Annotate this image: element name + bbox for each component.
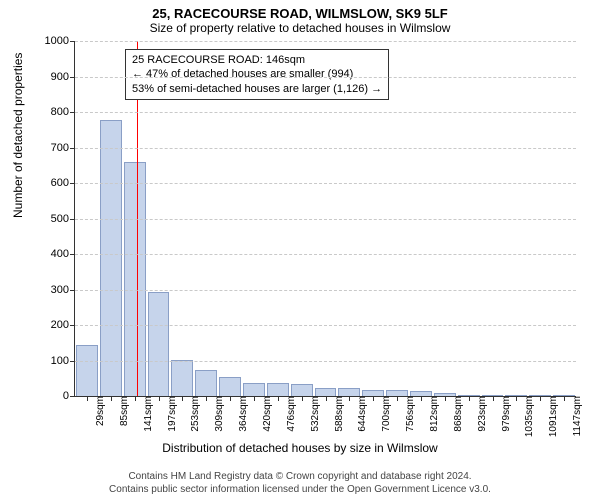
footer-line: Contains public sector information licen… <box>8 484 592 497</box>
bar <box>148 292 170 396</box>
x-tick-mark <box>206 396 207 401</box>
x-tick-mark <box>445 396 446 401</box>
annotation-line: ← 47% of detached houses are smaller (99… <box>132 67 382 81</box>
gridline <box>75 325 576 326</box>
bar <box>195 370 217 396</box>
y-tick-mark <box>70 361 75 362</box>
y-tick-mark <box>70 396 75 397</box>
x-tick-label: 1091sqm <box>540 396 559 437</box>
x-tick-label: 644sqm <box>349 396 368 432</box>
x-tick-mark <box>540 396 541 401</box>
x-tick-label: 812sqm <box>421 396 440 432</box>
x-tick-mark <box>516 396 517 401</box>
x-tick-label: 29sqm <box>87 396 106 426</box>
bar <box>267 383 289 396</box>
x-tick-mark <box>159 396 160 401</box>
gridline <box>75 77 576 78</box>
x-tick-label: 476sqm <box>278 396 297 432</box>
bar <box>100 120 122 396</box>
annotation-box: 25 RACECOURSE ROAD: 146sqm ← 47% of deta… <box>125 49 389 100</box>
x-tick-label: 420sqm <box>254 396 273 432</box>
gridline <box>75 254 576 255</box>
footer: Contains HM Land Registry data © Crown c… <box>8 471 592 496</box>
x-tick-label: 756sqm <box>397 396 416 432</box>
x-tick-mark <box>326 396 327 401</box>
y-tick-mark <box>70 325 75 326</box>
chart-area: Number of detached properties 25 RACECOU… <box>18 37 582 469</box>
x-tick-label: 309sqm <box>206 396 225 432</box>
y-tick-mark <box>70 112 75 113</box>
y-tick-mark <box>70 77 75 78</box>
x-tick-label: 588sqm <box>326 396 345 432</box>
x-tick-mark <box>493 396 494 401</box>
gridline <box>75 112 576 113</box>
annotation-line: 25 RACECOURSE ROAD: 146sqm <box>132 53 382 67</box>
x-tick-mark <box>87 396 88 401</box>
gridline <box>75 219 576 220</box>
x-tick-mark <box>278 396 279 401</box>
x-tick-mark <box>182 396 183 401</box>
x-tick-mark <box>349 396 350 401</box>
bar <box>243 383 265 396</box>
gridline <box>75 290 576 291</box>
y-tick-mark <box>70 290 75 291</box>
y-tick-mark <box>70 219 75 220</box>
bar <box>338 388 360 396</box>
x-tick-mark <box>564 396 565 401</box>
bar <box>76 345 98 396</box>
x-tick-label: 1147sqm <box>564 396 583 436</box>
gridline <box>75 361 576 362</box>
x-tick-label: 700sqm <box>373 396 392 432</box>
y-tick-mark <box>70 254 75 255</box>
x-axis-label: Distribution of detached houses by size … <box>18 441 582 455</box>
gridline <box>75 183 576 184</box>
x-tick-mark <box>111 396 112 401</box>
x-tick-mark <box>230 396 231 401</box>
gridline <box>75 41 576 42</box>
y-tick-mark <box>70 148 75 149</box>
chart-title-sub: Size of property relative to detached ho… <box>8 21 592 35</box>
x-tick-mark <box>302 396 303 401</box>
x-tick-mark <box>373 396 374 401</box>
chart-title-main: 25, RACECOURSE ROAD, WILMSLOW, SK9 5LF <box>8 6 592 21</box>
x-tick-label: 253sqm <box>182 396 201 432</box>
bar <box>315 388 337 396</box>
x-tick-label: 532sqm <box>302 396 321 432</box>
gridline <box>75 148 576 149</box>
y-tick-mark <box>70 41 75 42</box>
x-tick-label: 923sqm <box>469 396 488 432</box>
x-tick-mark <box>397 396 398 401</box>
annotation-line: 53% of semi-detached houses are larger (… <box>132 82 382 96</box>
x-tick-mark <box>135 396 136 401</box>
x-tick-mark <box>421 396 422 401</box>
x-tick-label: 1035sqm <box>516 396 535 437</box>
x-tick-mark <box>469 396 470 401</box>
y-axis-label: Number of detached properties <box>11 53 25 218</box>
x-tick-label: 141sqm <box>135 396 154 432</box>
x-tick-label: 868sqm <box>445 396 464 432</box>
x-tick-mark <box>254 396 255 401</box>
bar <box>291 384 313 396</box>
footer-line: Contains HM Land Registry data © Crown c… <box>8 471 592 484</box>
x-tick-label: 364sqm <box>230 396 249 432</box>
plot-region: 25 RACECOURSE ROAD: 146sqm ← 47% of deta… <box>74 41 576 397</box>
x-tick-label: 197sqm <box>159 396 178 432</box>
x-tick-label: 979sqm <box>493 396 512 432</box>
y-tick-mark <box>70 183 75 184</box>
bar <box>219 377 241 396</box>
x-tick-label: 85sqm <box>111 396 130 426</box>
bar <box>171 360 193 397</box>
